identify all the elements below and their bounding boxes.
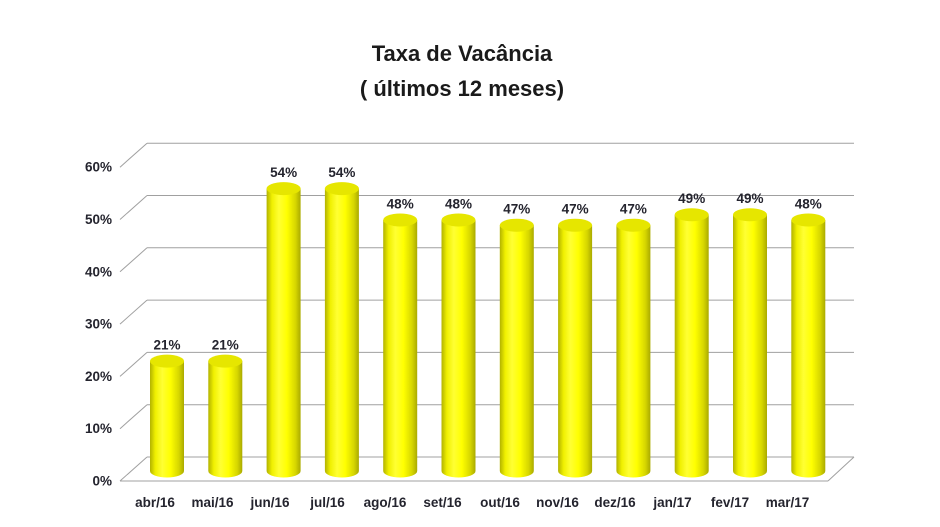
- x-axis-label: jan/17: [652, 495, 691, 510]
- bar-value-label: 21%: [212, 338, 239, 353]
- y-axis-label: 40%: [85, 264, 112, 279]
- y-axis-label: 60%: [85, 160, 112, 175]
- x-axis-label: jul/16: [309, 495, 345, 510]
- chart-title-block: Taxa de Vacância ( últimos 12 meses): [0, 36, 924, 106]
- bar-value-label: 49%: [678, 191, 705, 206]
- floor-right-line: [827, 456, 855, 482]
- y-axis-label: 10%: [85, 421, 112, 436]
- x-axis-label: nov/16: [536, 495, 579, 510]
- bar-cylinder-body: [441, 219, 476, 478]
- bar-value-label: 48%: [795, 196, 822, 211]
- y-tick-line: [119, 352, 148, 377]
- bar-cylinder-body: [499, 225, 534, 478]
- bar-value-label: 47%: [620, 202, 647, 217]
- x-axis-label: mai/16: [191, 495, 234, 510]
- bar-cylinder-body: [558, 225, 593, 478]
- x-axis-label: mar/17: [766, 495, 810, 510]
- bar-cylinder-body: [150, 361, 184, 478]
- chart-subtitle: ( últimos 12 meses): [359, 76, 565, 101]
- bar-cylinder-top: [499, 218, 534, 232]
- bar-value-label: 48%: [387, 196, 414, 211]
- x-axis-label: abr/16: [135, 495, 175, 510]
- bar-value-label: 48%: [445, 196, 472, 211]
- bar-cylinder-body: [791, 219, 826, 478]
- y-tick-line: [119, 247, 148, 273]
- y-tick-line: [119, 195, 148, 220]
- y-tick-line: [119, 142, 148, 168]
- bar-cylinder-body: [266, 188, 301, 478]
- y-axis-label: 30%: [85, 317, 112, 332]
- x-axis-label: set/16: [423, 495, 462, 510]
- labels-layer: 0% 10% 20% 30% 40% 50% 60% 21% abr/16 21% mai/16 54…: [85, 160, 822, 510]
- x-axis-label: ago/16: [364, 495, 407, 510]
- bar-value-label: 47%: [562, 202, 589, 217]
- bar-cylinder-top: [558, 218, 593, 232]
- x-axis-label: fev/17: [711, 495, 749, 510]
- bar-cylinder-body: [733, 214, 767, 478]
- bar-value-label: 49%: [736, 191, 763, 206]
- bar-value-label: 21%: [153, 338, 180, 353]
- bar-cylinder-body: [383, 219, 418, 478]
- bars-layer: [150, 182, 826, 478]
- bar-cylinder-body: [324, 188, 359, 478]
- bar-cylinder-top: [324, 182, 359, 196]
- x-axis-label: dez/16: [594, 495, 636, 510]
- y-axis-label: 20%: [85, 369, 112, 384]
- y-axis-label: 50%: [85, 212, 112, 227]
- bar-cylinder-top: [208, 354, 243, 368]
- bar-cylinder-top: [674, 208, 709, 222]
- bar-value-label: 54%: [270, 165, 297, 180]
- bar-cylinder-top: [733, 208, 767, 222]
- y-tick-line: [119, 404, 148, 430]
- bar-cylinder-top: [441, 213, 476, 227]
- y-tick-line: [119, 456, 148, 482]
- bar-value-label: 47%: [503, 202, 530, 217]
- bar-cylinder-body: [208, 361, 243, 478]
- bar-cylinder-body: [674, 214, 709, 478]
- y-tick-line: [119, 299, 148, 325]
- bar-cylinder-top: [383, 213, 418, 227]
- bar-cylinder-body: [616, 225, 651, 478]
- bar-cylinder-top: [266, 182, 301, 196]
- bar-cylinder-top: [616, 218, 651, 232]
- x-axis-label: jun/16: [249, 495, 290, 510]
- chart-title: Taxa de Vacância: [371, 41, 553, 66]
- bar-cylinder-top: [791, 213, 826, 227]
- bar-cylinder-top: [150, 354, 184, 368]
- bar-value-label: 54%: [328, 165, 355, 180]
- x-axis-label: out/16: [480, 495, 520, 510]
- y-axis-label: 0%: [92, 474, 112, 489]
